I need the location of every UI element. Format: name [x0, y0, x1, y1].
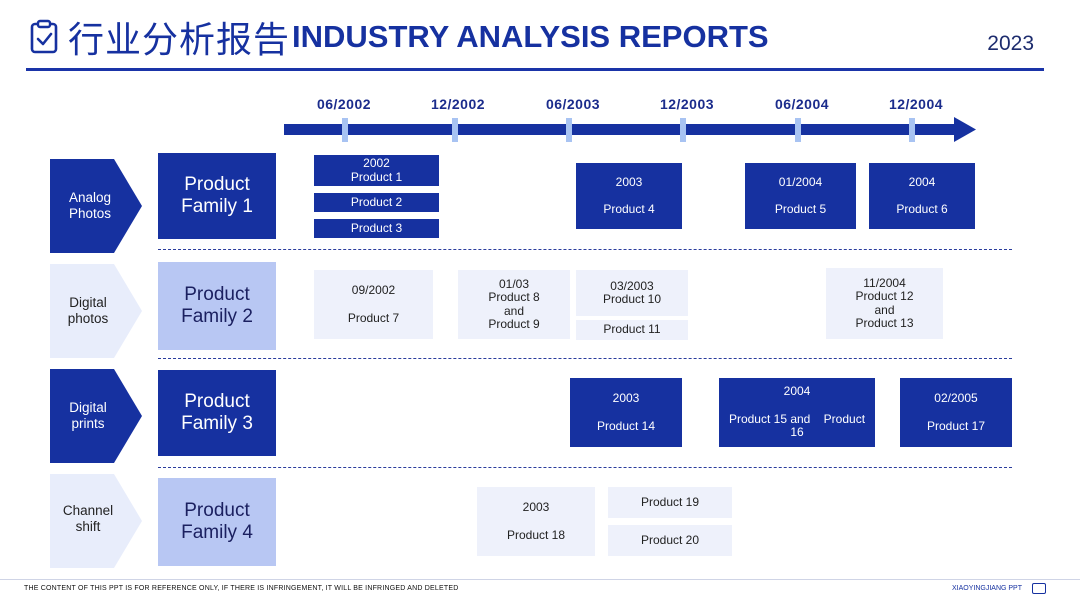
product-name: Product 4 [603, 202, 655, 216]
product-box-6: 2004 Product 6 [869, 163, 975, 229]
year-label: 2023 [987, 32, 1034, 55]
timeline-label: 06/2002 [316, 96, 372, 112]
category-chevron [50, 474, 142, 568]
row-divider [158, 467, 1012, 468]
product-name: Product 15 and Product 16 [728, 411, 866, 440]
product-box-20: Product 20 [608, 525, 732, 556]
clipboard-check-icon [30, 19, 58, 54]
product-name: Product 19 [640, 494, 700, 509]
product-box-1: 2002 Product 1 [314, 155, 439, 186]
page-title: 行业分析报告 INDUSTRY ANALYSIS REPORTS [28, 14, 769, 61]
footer-disclaimer: THE CONTENT OF THIS PPT IS FOR REFERENCE… [24, 585, 459, 592]
timeline-tick [795, 118, 801, 142]
product-family-1: Product Family 1 [158, 153, 276, 239]
product-name: Product 8 and Product 9 [488, 290, 540, 331]
product-box-11: Product 11 [576, 320, 688, 340]
product-name: Product 1 [350, 169, 403, 184]
product-box-15: 2004 Product 15 and Product 16 [719, 378, 875, 447]
product-date: 2003 [612, 391, 640, 405]
timeline-label: 12/2004 [888, 96, 944, 112]
category-label-digital-photos: Digital photos [67, 295, 109, 326]
product-name: Product 6 [896, 202, 948, 216]
product-box-8: 01/03 Product 8 and Product 9 [458, 270, 570, 339]
product-date: 11/2004 [863, 275, 906, 290]
footer-brand: XIAOYINGJIANG PPT [951, 585, 1022, 592]
product-date: 09/2002 [351, 283, 396, 297]
product-box-19: Product 19 [608, 487, 732, 518]
product-date: 03/2003 [610, 278, 654, 293]
timeline-tick [342, 118, 348, 142]
category-label-digital-prints: Digital prints [69, 400, 107, 431]
product-date: 2004 [783, 384, 811, 399]
product-name: Product 14 [596, 418, 656, 433]
product-date: 2002 [363, 156, 390, 170]
product-box-10: 03/2003 Product 10 [576, 270, 688, 316]
product-box-7: 09/2002 Product 7 [314, 270, 433, 339]
product-name: Product 10 [602, 292, 662, 306]
product-date: 2003 [615, 174, 643, 189]
timeline-tick [452, 118, 458, 142]
footer-divider [0, 579, 1080, 580]
timeline-label: 06/2004 [774, 96, 830, 112]
product-date: 02/2005 [934, 391, 978, 405]
timeline-label: 12/2002 [430, 96, 486, 112]
product-name: Product 3 [350, 220, 403, 235]
timeline-tick [680, 118, 686, 142]
row-divider [158, 358, 1012, 359]
product-name: Product 20 [640, 532, 700, 547]
product-name: Product 7 [347, 310, 400, 325]
product-box-12: 11/2004 Product 12 and Product 13 [826, 268, 943, 339]
header-divider [26, 68, 1044, 71]
product-family-3: Product Family 3 [158, 370, 276, 456]
product-name: Product 2 [350, 194, 403, 209]
category-chevron [50, 159, 142, 253]
product-date: 2004 [908, 174, 936, 189]
product-box-3: Product 3 [314, 219, 439, 238]
timeline-arrow [284, 117, 976, 142]
product-name: Product 5 [774, 202, 827, 216]
product-name: Product 18 [506, 527, 566, 542]
product-box-4: 2003 Product 4 [576, 163, 682, 229]
product-name: Product 17 [926, 418, 986, 433]
footer-logo-icon [1032, 583, 1046, 594]
product-date: 2003 [522, 500, 550, 514]
timeline-label: 06/2003 [545, 96, 601, 112]
product-box-5: 01/2004 Product 5 [745, 163, 856, 229]
product-box-17: 02/2005 Product 17 [900, 378, 1012, 447]
product-box-14: 2003 Product 14 [570, 378, 682, 447]
product-family-2: Product Family 2 [158, 262, 276, 350]
product-box-2: Product 2 [314, 193, 439, 212]
category-chevron [50, 369, 142, 463]
timeline-label: 12/2003 [659, 96, 715, 112]
timeline-tick [909, 118, 915, 142]
product-name: Product 11 [603, 322, 661, 337]
timeline-tick [566, 118, 572, 142]
row-divider [158, 249, 1012, 250]
category-chevron [50, 264, 142, 358]
product-family-4: Product Family 4 [158, 478, 276, 566]
category-label-analog: Analog Photos [68, 190, 112, 221]
product-date: 01/2004 [778, 174, 823, 189]
product-name: Product 12 and Product 13 [855, 289, 914, 330]
title-chinese: 行业分析报告 [68, 20, 291, 61]
product-box-18: 2003 Product 18 [477, 487, 595, 556]
title-english: INDUSTRY ANALYSIS REPORTS [292, 19, 769, 54]
category-label-channel-shift: Channel shift [62, 503, 114, 534]
product-date: 01/03 [498, 276, 530, 291]
